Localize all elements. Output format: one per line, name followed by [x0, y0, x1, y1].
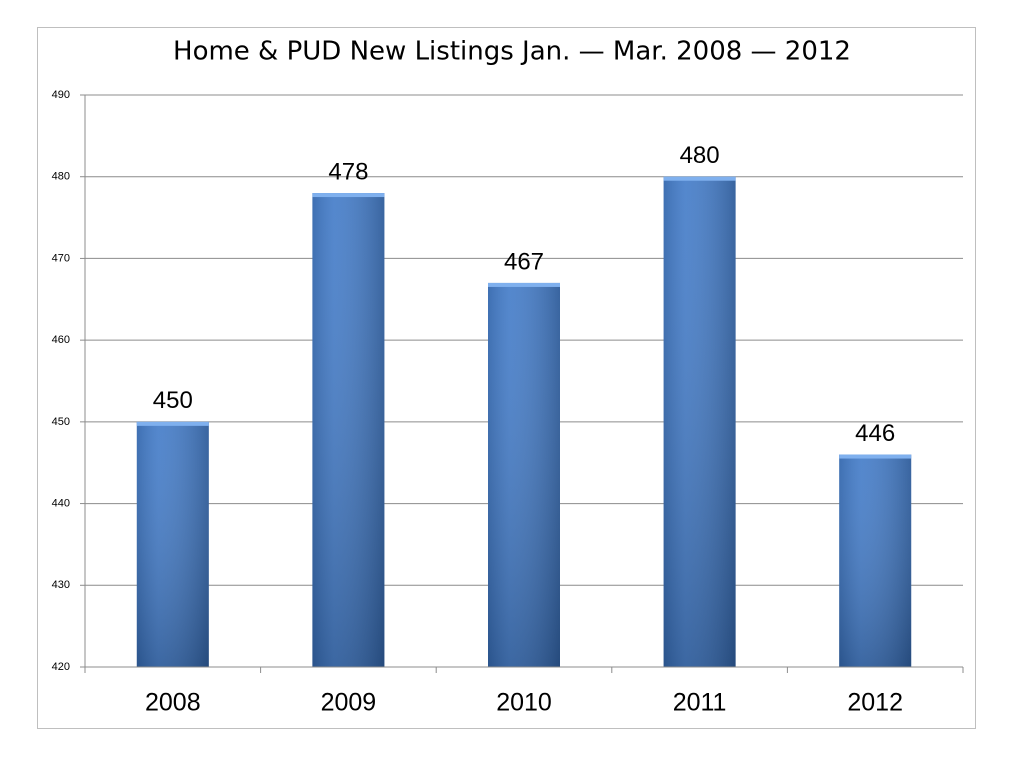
bar-cap	[839, 454, 912, 459]
x-tick-label: 2009	[321, 689, 377, 717]
bar-shade	[663, 176, 736, 667]
bar-shade	[488, 282, 560, 667]
x-tick-label: 2010	[496, 689, 552, 717]
value-label: 446	[855, 420, 895, 447]
bar-cap	[488, 282, 560, 287]
value-label: 480	[680, 142, 720, 169]
bar-shade	[312, 193, 385, 668]
x-tick-label: 2011	[673, 689, 727, 717]
x-tick-label: 2012	[847, 689, 903, 717]
bar-cap	[136, 421, 209, 426]
y-tick-label: 470	[52, 252, 70, 264]
y-tick-label: 440	[52, 497, 70, 509]
value-label: 478	[328, 158, 368, 185]
value-label: 450	[153, 387, 193, 414]
value-label: 467	[504, 248, 544, 275]
y-tick-label: 460	[52, 334, 70, 346]
y-tick-label: 490	[52, 89, 70, 101]
x-tick-label: 2008	[145, 689, 201, 717]
y-tick-label: 480	[52, 171, 70, 183]
y-tick-label: 420	[52, 661, 70, 673]
bar-shade	[136, 421, 209, 667]
bar-shade	[839, 454, 912, 667]
bar-cap	[312, 193, 385, 198]
y-tick-label: 430	[52, 579, 70, 591]
y-tick-label: 450	[52, 416, 70, 428]
bar-cap	[663, 176, 736, 181]
chart-title: Home & PUD New Listings Jan. — Mar. 2008…	[173, 37, 851, 67]
